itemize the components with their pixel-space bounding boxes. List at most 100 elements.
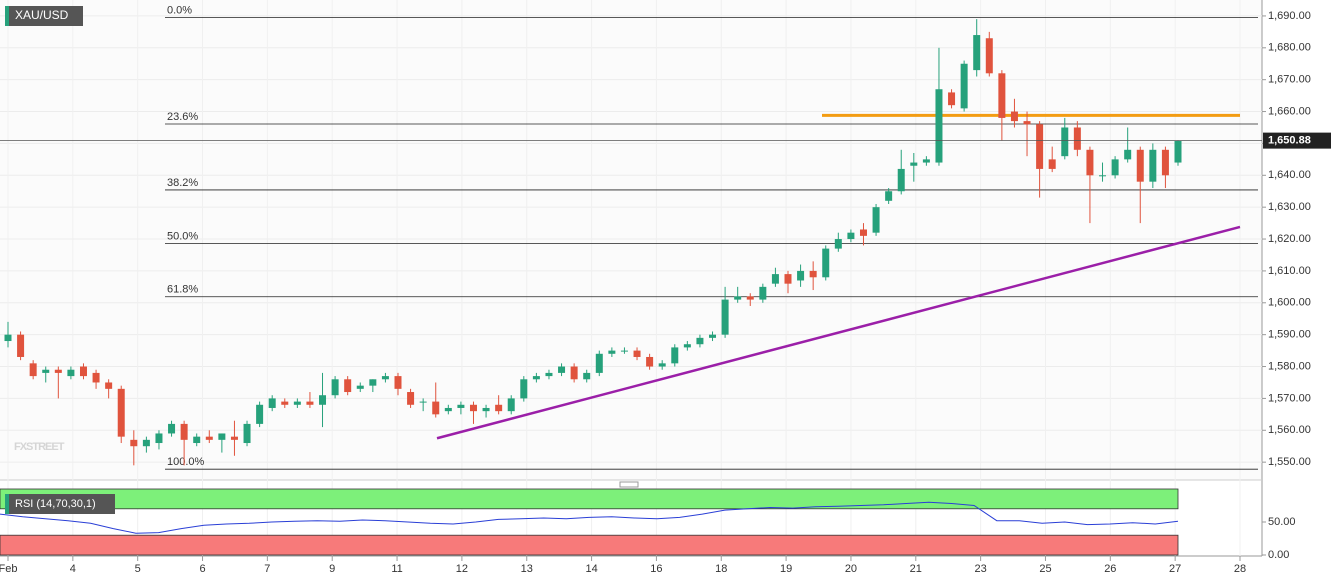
candle-body bbox=[319, 395, 327, 405]
candle-body bbox=[1099, 175, 1107, 177]
candle-body bbox=[696, 337, 704, 345]
candle-body bbox=[1149, 149, 1157, 182]
y-tick-label: 1,590.00 bbox=[1268, 329, 1311, 341]
y-tick-label: 1,580.00 bbox=[1268, 360, 1311, 372]
x-tick-label: 20 bbox=[845, 563, 857, 575]
y-tick-label: 1,670.00 bbox=[1268, 74, 1311, 86]
fib-label: 100.0% bbox=[167, 456, 205, 468]
candle-body bbox=[784, 274, 792, 284]
candle-body bbox=[709, 334, 717, 338]
symbol-title: XAU/USD bbox=[15, 8, 69, 22]
watermark: FXSTREET bbox=[14, 441, 65, 453]
candle-body bbox=[872, 207, 880, 233]
oversold-band bbox=[0, 534, 1179, 556]
candle-body bbox=[532, 376, 540, 380]
x-tick-label: 11 bbox=[391, 563, 402, 575]
candle-body bbox=[759, 286, 767, 300]
candle-body bbox=[520, 379, 528, 399]
x-tick-label: 28 bbox=[1234, 563, 1246, 575]
candle-body bbox=[432, 401, 440, 415]
candle-body bbox=[545, 372, 553, 377]
fib-label: 38.2% bbox=[167, 177, 198, 189]
candle-body bbox=[922, 159, 930, 163]
candle-body bbox=[885, 191, 893, 201]
candle-body bbox=[1124, 149, 1132, 160]
candle-body bbox=[482, 407, 490, 412]
x-tick-label: 14 bbox=[585, 563, 597, 575]
candle-body bbox=[570, 366, 578, 380]
last-price-label: 1,650.88 bbox=[1268, 135, 1311, 147]
candle-body bbox=[243, 423, 251, 444]
candle-body bbox=[1111, 159, 1119, 176]
trendline bbox=[436, 225, 1241, 440]
x-tick-label: 12 bbox=[456, 563, 468, 575]
y-tick-label: 1,680.00 bbox=[1268, 42, 1311, 54]
y-tick-label: 1,570.00 bbox=[1268, 392, 1311, 404]
panel-resize-handle[interactable] bbox=[619, 481, 639, 488]
candle-body bbox=[193, 436, 201, 444]
candle-body bbox=[1174, 140, 1182, 163]
y-tick-label: 50.00 bbox=[1268, 516, 1296, 528]
candle-body bbox=[507, 398, 515, 412]
x-tick-label: 16 bbox=[650, 563, 662, 575]
candle-body bbox=[847, 232, 855, 240]
x-tick-label: 27 bbox=[1169, 563, 1181, 575]
candle-body bbox=[746, 296, 754, 300]
x-tick-label: 19 bbox=[780, 563, 792, 575]
indicator-box bbox=[5, 494, 115, 514]
candle-body bbox=[381, 376, 389, 380]
y-tick-label: 1,620.00 bbox=[1268, 233, 1311, 245]
x-tick-label: 5 bbox=[135, 563, 141, 575]
candle-body bbox=[1073, 127, 1081, 150]
rsi-line bbox=[0, 501, 1179, 534]
candle-body bbox=[394, 376, 402, 389]
candle-body bbox=[444, 407, 452, 412]
y-tick-label: 1,560.00 bbox=[1268, 424, 1311, 436]
candle-body bbox=[54, 369, 62, 373]
candle-body bbox=[608, 350, 616, 354]
candle-body bbox=[268, 398, 276, 408]
y-tick-label: 1,640.00 bbox=[1268, 169, 1311, 181]
candle-body bbox=[595, 353, 603, 373]
candle-body bbox=[155, 433, 163, 444]
candle-body bbox=[67, 369, 75, 377]
candle-body bbox=[4, 334, 12, 342]
x-tick-label: 9 bbox=[329, 563, 335, 575]
candle-body bbox=[79, 366, 87, 377]
x-tick-label: 4 bbox=[70, 563, 76, 575]
candle-body bbox=[897, 168, 905, 192]
candle-body bbox=[469, 404, 477, 412]
candle-body bbox=[583, 372, 591, 380]
candle-body bbox=[29, 363, 37, 377]
candle-body bbox=[935, 89, 943, 163]
indicator-title: RSI (14,70,30,1) bbox=[15, 498, 96, 510]
x-tick-label: 21 bbox=[910, 563, 922, 575]
candle-body bbox=[495, 404, 503, 412]
fib-label: 0.0% bbox=[167, 4, 192, 16]
y-tick-label: 1,610.00 bbox=[1268, 265, 1311, 277]
candle-body bbox=[1036, 124, 1044, 169]
y-tick-label: 1,600.00 bbox=[1268, 297, 1311, 309]
candle-body bbox=[558, 366, 566, 373]
candle-body bbox=[973, 35, 981, 71]
candle-body bbox=[293, 401, 301, 405]
candle-body bbox=[356, 385, 364, 389]
candle-body bbox=[646, 356, 654, 367]
candle-body bbox=[142, 439, 150, 447]
candle-body bbox=[960, 63, 968, 109]
candle-body bbox=[331, 379, 339, 396]
candle-body bbox=[671, 347, 679, 364]
fib-label: 23.6% bbox=[167, 111, 198, 123]
symbol-marker bbox=[5, 6, 9, 26]
y-tick-label: 1,660.00 bbox=[1268, 105, 1311, 117]
fib-label: 50.0% bbox=[167, 230, 198, 242]
candle-body bbox=[369, 379, 377, 386]
candle-body bbox=[1161, 149, 1169, 176]
overbought-band bbox=[0, 488, 1179, 510]
candle-body bbox=[17, 334, 25, 357]
y-tick-label: 1,630.00 bbox=[1268, 201, 1311, 213]
candle-body bbox=[998, 73, 1006, 118]
last-price-box bbox=[1263, 132, 1331, 149]
